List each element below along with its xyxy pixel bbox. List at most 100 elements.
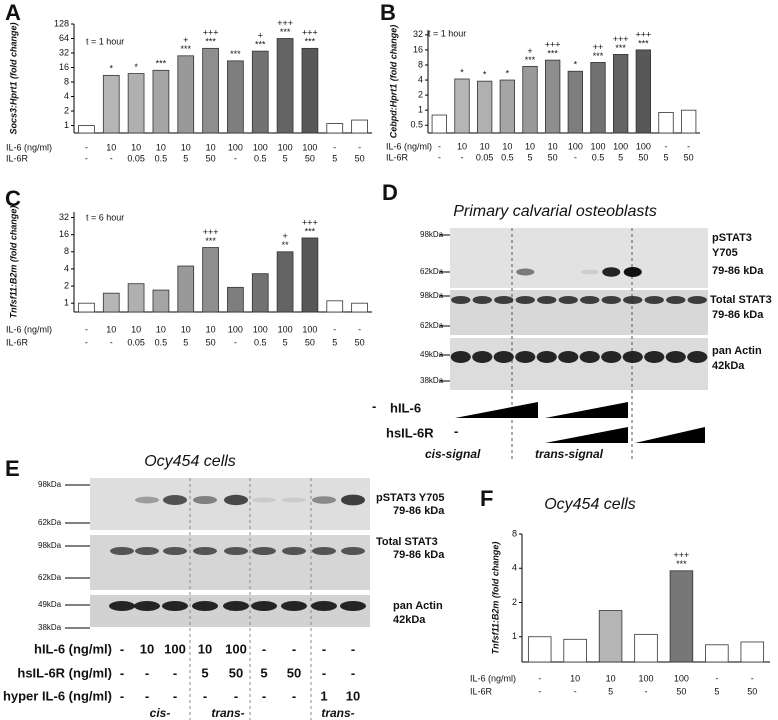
bar: [613, 54, 629, 134]
row-value: -: [234, 688, 238, 703]
row-value: 50: [747, 686, 757, 696]
y-tick-label: 2: [512, 597, 517, 607]
row-value: 50: [355, 337, 365, 347]
row-value: -: [665, 141, 668, 151]
row-value: 10: [346, 688, 360, 703]
bar: [227, 60, 244, 134]
significance: *: [109, 64, 113, 74]
row-label: hIL-6 (ng/ml): [34, 641, 112, 656]
blot-strip: [90, 595, 370, 627]
blot-label: 79-86 kDa: [393, 505, 445, 517]
row-value: -: [173, 665, 177, 680]
group-label: cis-: [150, 706, 171, 720]
blot-label: pan Actin: [712, 345, 762, 357]
band: [602, 267, 621, 277]
panel-letter: C: [5, 186, 21, 211]
bar: [681, 109, 697, 134]
row-value: 50: [676, 686, 686, 696]
row-value: -: [333, 324, 336, 334]
row-value: 0.5: [155, 153, 168, 163]
y-tick-label: 4: [64, 91, 69, 101]
bar: [127, 283, 145, 313]
row-value: -: [461, 152, 464, 162]
band: [193, 547, 217, 555]
y-tick-label: 8: [64, 76, 69, 86]
band: [282, 497, 306, 503]
row-value: 50: [287, 665, 301, 680]
y-axis-label: Tnfsf11:B2m (fold change): [490, 542, 500, 655]
bar: [567, 70, 583, 134]
band: [537, 296, 557, 304]
row-value: 50: [229, 665, 243, 680]
blot-label: Total STAT3: [376, 536, 438, 548]
significance: +++: [635, 29, 651, 39]
band: [515, 351, 536, 363]
row-value: -: [351, 641, 355, 656]
significance: *: [506, 68, 510, 78]
band: [493, 351, 514, 363]
y-tick-label: 32: [59, 47, 69, 57]
band: [601, 296, 621, 304]
mw-marker: 98kDa: [420, 230, 444, 239]
row-value: 5: [608, 686, 613, 696]
bar: [227, 286, 244, 313]
row-value: 100: [253, 142, 268, 152]
y-tick-label: 4: [418, 74, 423, 84]
row-value: 100: [164, 641, 186, 656]
row-value: 10: [206, 324, 216, 334]
band: [516, 268, 535, 276]
significance: +++: [302, 217, 318, 227]
band: [223, 601, 249, 611]
panel-letter: E: [5, 456, 20, 481]
bar: [527, 636, 552, 663]
bar: [301, 47, 319, 134]
row-value: -: [85, 337, 88, 347]
bar: [301, 237, 319, 313]
row-value: -: [438, 141, 441, 151]
significance: ***: [205, 236, 216, 246]
row-value: -: [538, 673, 541, 683]
blot-label: pan Actin: [393, 600, 443, 612]
blot-title: Primary calvarial osteoblasts: [453, 203, 657, 220]
blot-label: 42kDa: [393, 614, 426, 626]
row-value: 50: [548, 152, 558, 162]
bar: [177, 265, 195, 313]
row-value: -: [574, 686, 577, 696]
row-label: IL-6 (ng/ml): [6, 324, 52, 334]
y-tick-label: 2: [64, 105, 69, 115]
row-label: IL-6R: [386, 152, 409, 162]
significance: ***: [593, 51, 604, 61]
band: [601, 351, 622, 363]
row-value: -: [262, 641, 266, 656]
bar: [563, 638, 587, 663]
row-value: 100: [568, 141, 583, 151]
row-value: 50: [305, 153, 315, 163]
significance: *: [574, 60, 578, 70]
row-value: 100: [225, 641, 247, 656]
row-value: 0.5: [592, 152, 605, 162]
band: [644, 296, 664, 304]
row-label: hyper IL-6 (ng/ml): [3, 688, 112, 703]
bar: [635, 49, 651, 134]
row-value: 100: [253, 324, 268, 334]
blot-label: 42kDa: [712, 360, 745, 372]
row-label: IL-6 (ng/ml): [470, 673, 516, 683]
band: [251, 601, 277, 611]
panel-letter: A: [5, 0, 21, 25]
row-value: 10: [606, 673, 616, 683]
row-value: -: [234, 337, 237, 347]
row-value: 10: [131, 142, 141, 152]
y-tick-label: 2: [418, 89, 423, 99]
band: [580, 296, 600, 304]
row-value: 1: [320, 688, 327, 703]
row-value: 10: [181, 324, 191, 334]
significance: ***: [615, 43, 626, 53]
row-value: 10: [457, 141, 467, 151]
row-value: -: [110, 153, 113, 163]
band: [311, 601, 337, 611]
band: [341, 494, 365, 506]
blot-strip: [450, 338, 708, 390]
mw-marker: 62kDa: [420, 267, 444, 276]
row-value: 50: [355, 153, 365, 163]
significance: **: [282, 240, 290, 250]
